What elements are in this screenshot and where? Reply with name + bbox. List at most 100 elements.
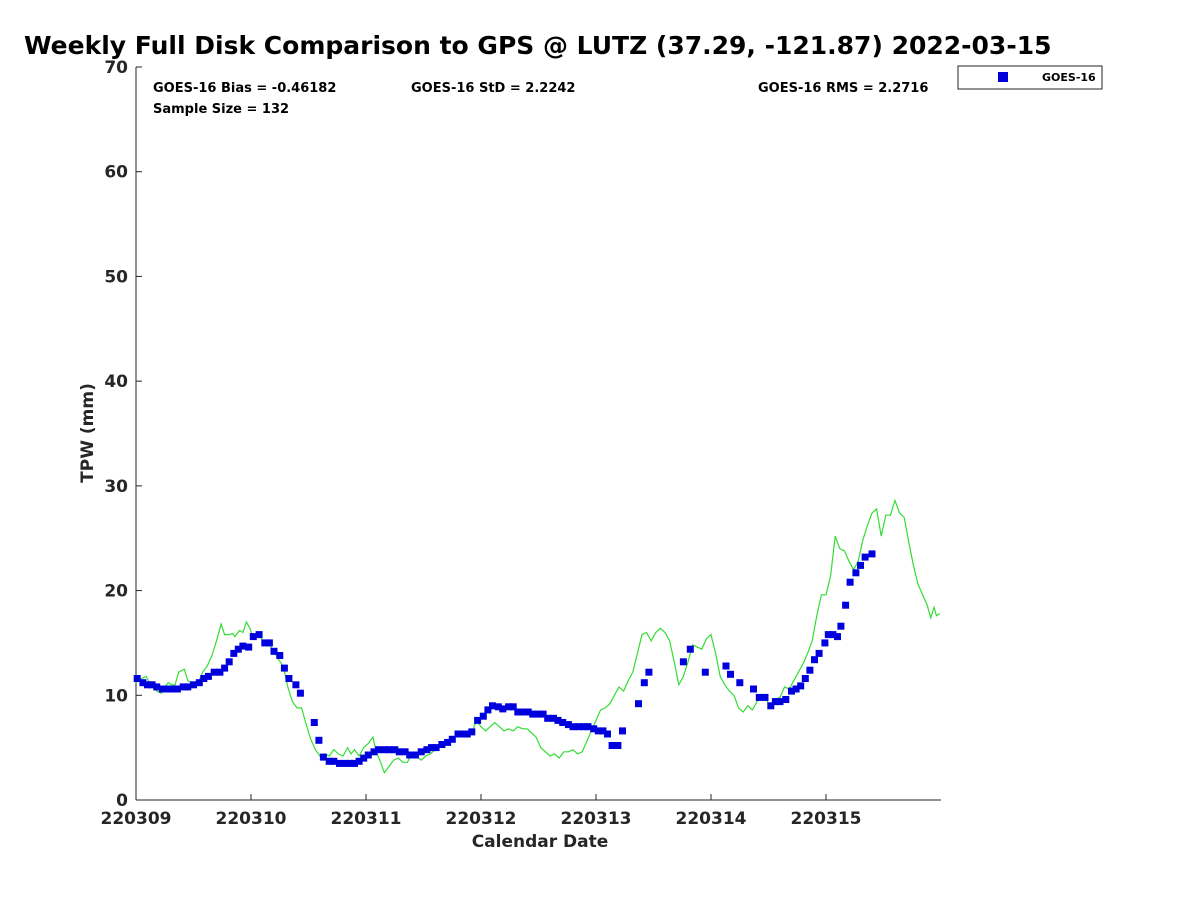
goes16-point (767, 702, 775, 710)
goes16-point (727, 670, 734, 678)
goes16-point (550, 714, 557, 722)
goes16-point (153, 683, 161, 691)
goes16-point (432, 744, 440, 752)
goes16-point (360, 754, 368, 762)
chart-title: Weekly Full Disk Comparison to GPS @ LUT… (24, 31, 1052, 60)
goes16-point (468, 728, 476, 736)
goes16-point (195, 679, 203, 687)
goes16-point (330, 757, 338, 765)
goes16-point (824, 631, 832, 639)
goes16-point (474, 716, 482, 724)
goes16-point (544, 714, 552, 722)
goes16-point (245, 643, 253, 651)
goes16-point (640, 679, 648, 687)
goes16-point (554, 716, 562, 724)
goes16-point (216, 668, 224, 676)
y-tick-label: 70 (104, 58, 128, 78)
goes16-point (210, 668, 218, 676)
goes16-point (144, 681, 151, 689)
goes16-point (489, 702, 496, 710)
stat-bias: GOES-16 Bias = -0.46182 (153, 81, 336, 96)
goes16-point (411, 751, 419, 759)
goes16-point (200, 675, 208, 682)
goes16-point (645, 668, 653, 676)
goes16-point (806, 666, 814, 674)
goes16-point (184, 683, 192, 691)
goes16-point (249, 633, 257, 641)
goes16-point (834, 633, 841, 641)
goes16-point (276, 652, 284, 659)
goes16-point (385, 746, 393, 754)
goes16-point (351, 759, 358, 767)
goes16-point (614, 742, 622, 749)
goes16-point (829, 631, 837, 639)
legend-box (957, 65, 1103, 90)
goes16-point (815, 649, 823, 657)
goes16-point (722, 662, 730, 670)
goes16-point (499, 705, 507, 713)
goes16-point (797, 682, 805, 690)
goes16-point (225, 658, 233, 666)
goes16-point (417, 748, 425, 756)
goes16-point (635, 700, 642, 708)
goes16-point (535, 710, 542, 718)
y-tick-label: 30 (104, 477, 128, 497)
goes16-point (164, 685, 172, 693)
goes16-point (529, 710, 537, 718)
goes16-point (842, 601, 850, 609)
goes16-point (423, 746, 431, 754)
goes16-point (401, 748, 409, 756)
goes16-point (788, 687, 795, 695)
goes16-point (406, 751, 414, 759)
goes16-point (861, 553, 869, 561)
x-tick-label: 220313 (561, 809, 632, 829)
goes16-point (604, 730, 611, 738)
legend-label-goes16: GOES-16 (1042, 71, 1096, 84)
goes16-point (701, 668, 709, 676)
goes16-point (584, 723, 592, 731)
goes16-point (821, 639, 829, 647)
goes16-point (801, 675, 809, 682)
goes16-point (285, 675, 293, 682)
goes16-point (169, 685, 177, 693)
goes16-point (776, 698, 784, 706)
goes16-point (448, 735, 456, 743)
goes16-point (395, 748, 403, 756)
goes16-point (315, 736, 323, 744)
goes16-point (158, 685, 166, 693)
x-tick-label: 220314 (676, 809, 747, 829)
goes16-point (375, 746, 383, 754)
goes16-point (139, 679, 147, 687)
goes16-point (575, 723, 583, 731)
goes16-point (239, 642, 247, 650)
goes16-point (852, 569, 860, 577)
goes16-point (148, 681, 156, 689)
goes16-point (310, 719, 318, 726)
goes16-point (459, 730, 467, 738)
goes16-point (755, 693, 763, 701)
goes16-point (179, 683, 187, 691)
goes16-point (463, 730, 471, 738)
y-tick-label: 60 (104, 163, 128, 183)
goes16-point (524, 708, 532, 716)
goes16-point (133, 675, 141, 682)
goes16-point (364, 751, 372, 759)
goes16-point (619, 727, 626, 735)
goes16-point (559, 719, 567, 726)
goes16-point (736, 679, 744, 687)
x-tick-label: 220310 (216, 809, 287, 829)
goes16-point (750, 685, 757, 693)
goes16-point (454, 730, 462, 738)
plot-area: 0 10 20 30 40 50 60 70 220309 220310 220311 220312… (101, 58, 941, 829)
goes16-point (391, 746, 399, 754)
x-ticks: 220309 220310 220311 220312 220313 220314 2203… (101, 794, 861, 829)
goes16-point (230, 649, 238, 657)
goes16-point (380, 746, 388, 754)
stat-sample-size: Sample Size = 132 (153, 102, 289, 117)
goes16-point (505, 703, 513, 711)
legend-marker-goes16 (998, 72, 1008, 82)
goes16-point (428, 744, 435, 752)
goes16-point (811, 656, 818, 664)
x-tick-label: 220312 (446, 809, 517, 829)
